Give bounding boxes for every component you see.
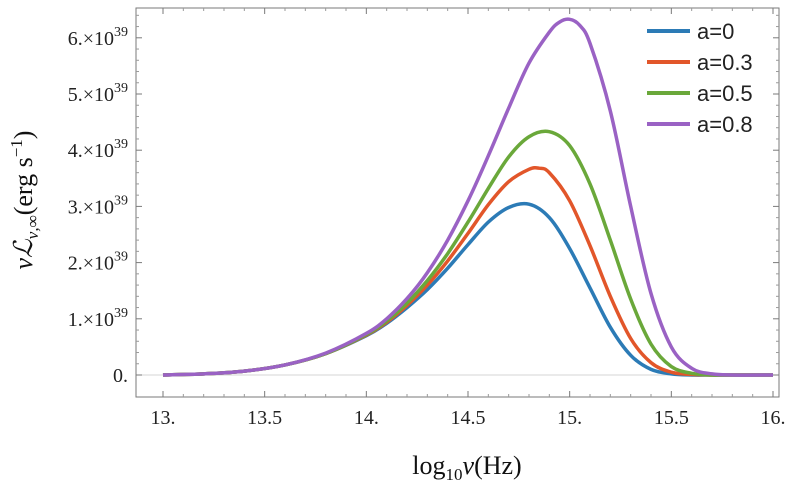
- legend-label: a=0.5: [697, 81, 753, 106]
- series-lines: [162, 17, 774, 377]
- y-tick-label: 5.×1039: [68, 81, 128, 106]
- y-tick-label: 0.: [113, 365, 128, 387]
- y-tick-label: 6.×1039: [68, 25, 128, 50]
- x-tick-label: 15.5: [654, 407, 689, 429]
- x-tick-label: 14.: [354, 407, 379, 429]
- x-axis-title: log10ν(Hz): [412, 451, 521, 484]
- x-tick-label: 13.: [151, 407, 176, 429]
- x-tick-label: 15.: [557, 407, 582, 429]
- x-axis-ticks: 13. 13.5 14. 14.5 15. 15.5 16.: [151, 8, 786, 429]
- y-tick-label: 3.×1039: [68, 193, 128, 218]
- y-tick-label: 4.×1039: [68, 137, 128, 162]
- y-axis-title: νℒν,∞(erg s−1): [7, 131, 42, 270]
- y-tick-label: 1.×1039: [68, 306, 128, 331]
- y-tick-label: 2.×1039: [68, 250, 128, 275]
- legend: a=0 a=0.3 a=0.5 a=0.8: [647, 19, 753, 137]
- series-line-a-0-5: [162, 129, 773, 377]
- y-axis-ticks: 0. 1.×1039 2.×1039 3.×1039 4.×1039 5.×1039 6.×…: [68, 14, 779, 387]
- legend-label: a=0.3: [697, 50, 753, 75]
- x-tick-label: 16.: [761, 407, 786, 429]
- legend-label: a=0: [697, 19, 734, 44]
- legend-label: a=0.8: [697, 112, 753, 137]
- x-tick-label: 14.5: [451, 407, 486, 429]
- plot-frame: [135, 7, 780, 398]
- x-tick-label: 13.5: [247, 407, 282, 429]
- series-line-a-0-8: [162, 17, 774, 377]
- plot-border: [135, 7, 780, 398]
- series-line-a-0: [162, 201, 773, 377]
